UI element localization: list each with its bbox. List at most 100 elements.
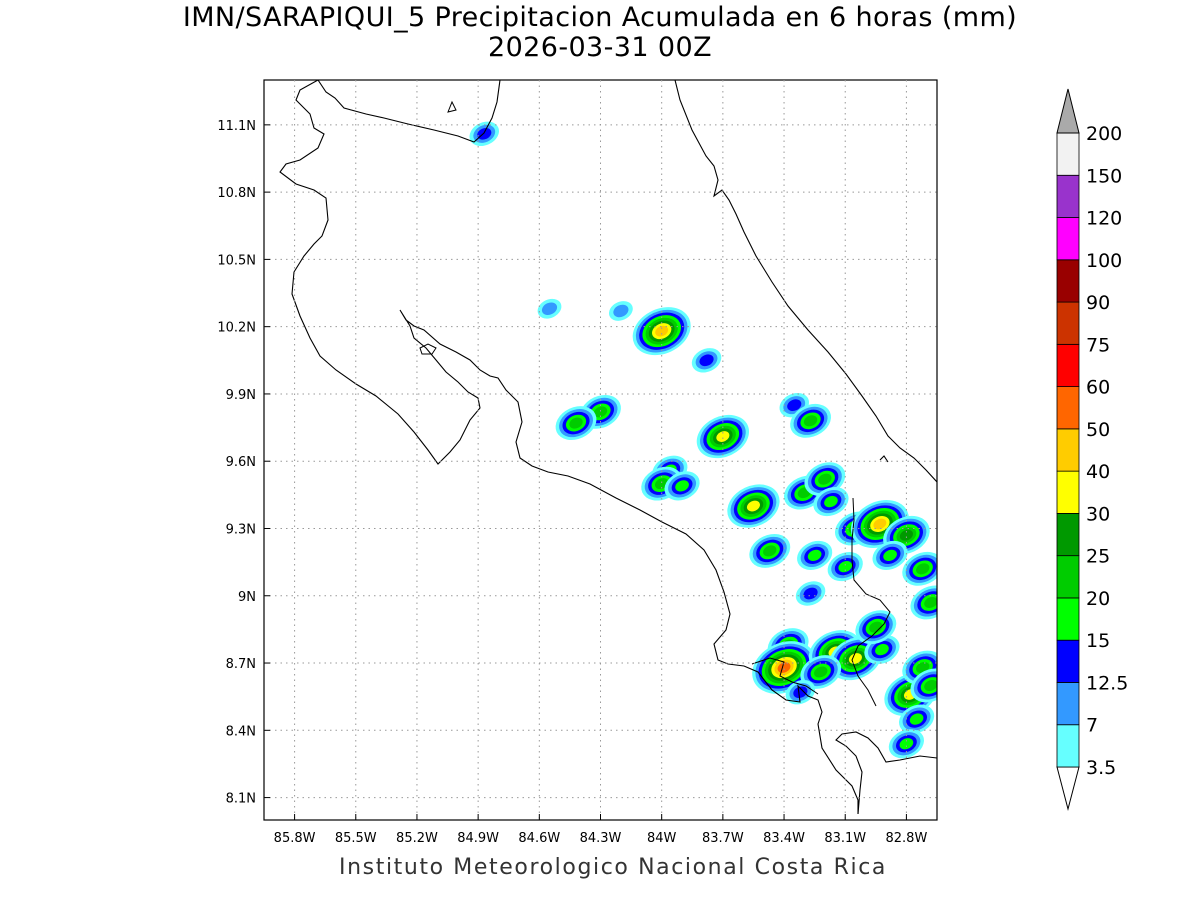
tick-label-lon: 82.8W — [886, 831, 928, 846]
precip-contour — [899, 738, 914, 750]
colorbar-label: 40 — [1086, 461, 1110, 483]
precip-contour — [777, 662, 791, 673]
tick-label-lon: 84.6W — [518, 831, 560, 846]
precip-cell — [813, 487, 849, 517]
precip-cell — [555, 406, 597, 441]
tick-label-lat: 8.4N — [226, 724, 256, 739]
tick-label-lon: 83.1W — [824, 831, 866, 846]
colorbar-segment — [1056, 259, 1080, 303]
precip-contour — [909, 713, 924, 725]
tick-label-lat: 10.8N — [217, 186, 256, 201]
precip-contour — [883, 549, 897, 562]
coastline-pacific — [279, 80, 859, 814]
precip-contour — [593, 406, 608, 418]
precip-cell — [691, 348, 722, 373]
precip-cell — [790, 403, 832, 438]
precip-cell — [855, 610, 897, 645]
border-panama — [851, 497, 891, 707]
precip-contour — [613, 304, 629, 318]
colorbar-segment — [1056, 428, 1080, 472]
map-valid-time: 2026-03-31 00Z — [488, 32, 712, 63]
precip-contour — [824, 495, 838, 508]
precip-cell — [797, 540, 833, 570]
colorbar-label: 90 — [1086, 292, 1110, 314]
precip-cell — [902, 551, 937, 586]
colorbar-label: 12.5 — [1086, 672, 1128, 694]
precip-contour — [699, 354, 714, 367]
precip-contour — [899, 529, 913, 541]
precip-cell — [752, 641, 816, 694]
precip-cell — [800, 655, 842, 689]
colorbar-segment — [1056, 682, 1080, 726]
precip-cell — [910, 668, 937, 703]
precip-contour — [746, 500, 760, 512]
colorbar-label: 100 — [1086, 250, 1122, 272]
precip-contour — [807, 549, 822, 562]
colorbar-label: 3.5 — [1086, 757, 1116, 779]
colorbar-label: 120 — [1086, 208, 1122, 230]
precip-contour — [793, 686, 808, 699]
precip-cell — [696, 414, 750, 459]
tick-label-lon: 84W — [647, 831, 677, 846]
precip-cell — [899, 704, 935, 734]
precip-cell — [537, 298, 562, 319]
tick-label-lat: 9.3N — [226, 522, 256, 537]
tick-label-lon: 84.3W — [580, 831, 622, 846]
precip-cell — [888, 729, 925, 759]
colorbar-label: 7 — [1086, 715, 1098, 737]
tick-label-lat: 10.2N — [217, 321, 256, 336]
colorbar-segment — [1056, 597, 1080, 641]
tick-label-lat: 8.1N — [226, 792, 256, 807]
coastline-and-borders — [264, 80, 937, 815]
footer-credit: Instituto Meteorologico Nacional Costa R… — [339, 855, 887, 880]
colorbar-segment — [1056, 217, 1080, 261]
map-title: IMN/SARAPIQUI_5 Precipitacion Acumulada … — [182, 2, 1018, 33]
precip-cell — [664, 471, 700, 501]
graticule — [264, 80, 937, 820]
precip-cell — [910, 585, 937, 620]
colorbar-segment — [1056, 513, 1080, 557]
precip-cell — [727, 484, 780, 528]
precip-cell — [804, 462, 846, 497]
precip-contour — [675, 480, 689, 492]
colorbar-segment — [1056, 470, 1080, 514]
colorbar-lower-arrow — [1056, 766, 1080, 811]
colorbar-segment — [1056, 301, 1080, 345]
island-nicoya — [419, 343, 437, 355]
precip-contour — [916, 661, 930, 674]
colorbar-label: 50 — [1086, 419, 1110, 441]
precip-contour — [655, 325, 669, 337]
precip-contour — [763, 545, 777, 557]
precip-cell — [749, 533, 791, 568]
colorbar-label: 15 — [1086, 630, 1110, 652]
tick-label-lat: 8.7N — [226, 657, 256, 672]
precip-contour — [875, 643, 889, 656]
precip-cell — [785, 679, 816, 705]
precipitation-field — [469, 121, 937, 759]
precip-contour — [814, 666, 828, 678]
colorbar-segment — [1056, 174, 1080, 218]
precip-contour — [541, 302, 558, 315]
precip-contour — [924, 679, 937, 691]
longitude-axis: 85.8W 85.5W 85.2W 84.9W 84.6W 84.3W 84W 83.7W 83… — [274, 814, 928, 846]
colorbar-segment — [1056, 343, 1080, 388]
precip-cell — [632, 307, 691, 356]
precip-cell — [872, 540, 908, 570]
tick-label-lon: 85.8W — [274, 831, 316, 846]
osa-peninsula — [751, 657, 819, 695]
tick-label-lat: 11.1N — [217, 119, 256, 134]
colorbar-segment — [1056, 386, 1080, 430]
precip-contour — [924, 596, 937, 609]
coastline-caribbean — [264, 80, 937, 483]
precip-cell — [608, 301, 633, 321]
colorbar-label: 20 — [1086, 588, 1110, 610]
colorbar-legend: 3.5 7 12.5 15 20 25 30 40 50 60 75 90 100 120 150 200 — [1056, 88, 1128, 811]
colorbar-segment — [1056, 132, 1080, 176]
precip-cell — [469, 121, 500, 147]
precip-contour — [803, 587, 818, 600]
precip-contour — [873, 518, 887, 530]
tick-label-lon: 83.4W — [763, 831, 805, 846]
tick-label-lon: 85.5W — [335, 831, 377, 846]
colorbar-segment — [1056, 724, 1080, 768]
